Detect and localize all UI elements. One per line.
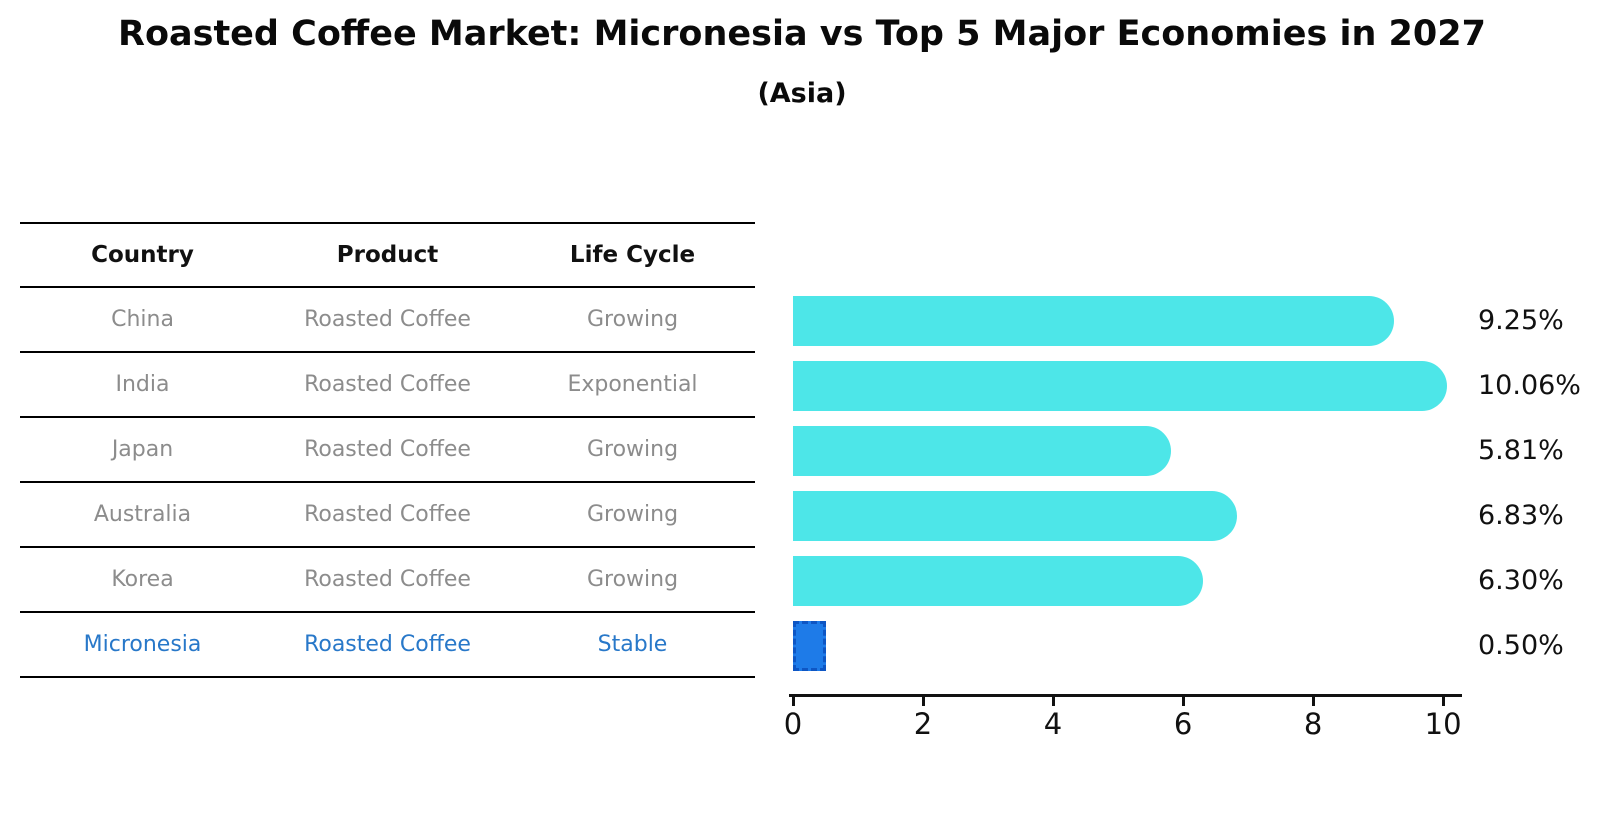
life-cycle-cell: Stable xyxy=(597,632,668,657)
x-tick-mark-2 xyxy=(921,697,925,706)
table-header-row: Country Product Life Cycle xyxy=(20,222,755,288)
chart-title: Roasted Coffee Market: Micronesia vs Top… xyxy=(118,14,1486,54)
country-cell: Korea xyxy=(111,567,174,592)
life-cycle-cell: Growing xyxy=(586,437,679,462)
x-tick-label-0: 0 xyxy=(783,707,803,741)
x-tick-mark-6 xyxy=(1181,697,1185,706)
life-cycle-cell: Exponential xyxy=(567,372,698,397)
life-cycle-cell: Growing xyxy=(586,307,679,332)
table-row-micronesia: Micronesia Roasted Coffee Stable xyxy=(20,613,755,678)
table-row-india: India Roasted Coffee Exponential xyxy=(20,353,755,418)
x-tick-label-10: 10 xyxy=(1424,707,1462,741)
chart-subtitle: (Asia) xyxy=(757,78,847,109)
product-cell: Roasted Coffee xyxy=(304,307,471,332)
country-cell: Japan xyxy=(111,437,174,462)
x-tick-mark-0 xyxy=(791,697,795,706)
bar-value-label-korea: 6.30% xyxy=(1478,564,1564,596)
product-cell: Roasted Coffee xyxy=(304,567,471,592)
country-cell: China xyxy=(111,307,174,332)
table-header-life-cycle: Life Cycle xyxy=(569,242,696,268)
product-cell: Roasted Coffee xyxy=(304,372,471,397)
life-cycle-cell: Growing xyxy=(586,567,679,592)
bar-value-label-australia: 6.83% xyxy=(1478,499,1564,531)
bar-china xyxy=(793,295,1395,346)
table-body: China Roasted Coffee Growing India Roasted C… xyxy=(20,288,755,678)
bar-value-label-micronesia: 0.50% xyxy=(1478,629,1564,661)
bar-korea xyxy=(793,555,1203,606)
x-tick-mark-8 xyxy=(1311,697,1315,706)
table-header-product: Product xyxy=(336,242,439,268)
table-header-country: Country xyxy=(91,242,194,268)
country-cell: Micronesia xyxy=(83,632,202,657)
product-cell: Roasted Coffee xyxy=(304,437,471,462)
table-row-japan: Japan Roasted Coffee Growing xyxy=(20,418,755,483)
bar-australia xyxy=(793,490,1238,541)
table-row-korea: Korea Roasted Coffee Growing xyxy=(20,548,755,613)
table-row-australia: Australia Roasted Coffee Growing xyxy=(20,483,755,548)
x-tick-mark-4 xyxy=(1051,697,1055,706)
table-row-china: China Roasted Coffee Growing xyxy=(20,288,755,353)
bar-value-label-india: 10.06% xyxy=(1478,369,1581,401)
bar-value-label-japan: 5.81% xyxy=(1478,434,1564,466)
bar-micronesia xyxy=(793,620,826,671)
bar-value-label-china: 9.25% xyxy=(1478,304,1564,336)
country-table: Country Product Life Cycle China Roasted … xyxy=(20,222,755,678)
x-tick-label-6: 6 xyxy=(1173,707,1193,741)
x-tick-label-8: 8 xyxy=(1303,707,1323,741)
x-tick-label-2: 2 xyxy=(913,707,933,741)
product-cell: Roasted Coffee xyxy=(304,632,471,657)
x-tick-label-4: 4 xyxy=(1043,707,1063,741)
x-tick-mark-10 xyxy=(1441,697,1445,706)
x-axis-line xyxy=(789,694,1462,697)
bar-india xyxy=(793,360,1447,411)
bar-japan xyxy=(793,425,1171,476)
country-cell: India xyxy=(115,372,170,397)
life-cycle-cell: Growing xyxy=(586,502,679,527)
country-cell: Australia xyxy=(93,502,192,527)
product-cell: Roasted Coffee xyxy=(304,502,471,527)
